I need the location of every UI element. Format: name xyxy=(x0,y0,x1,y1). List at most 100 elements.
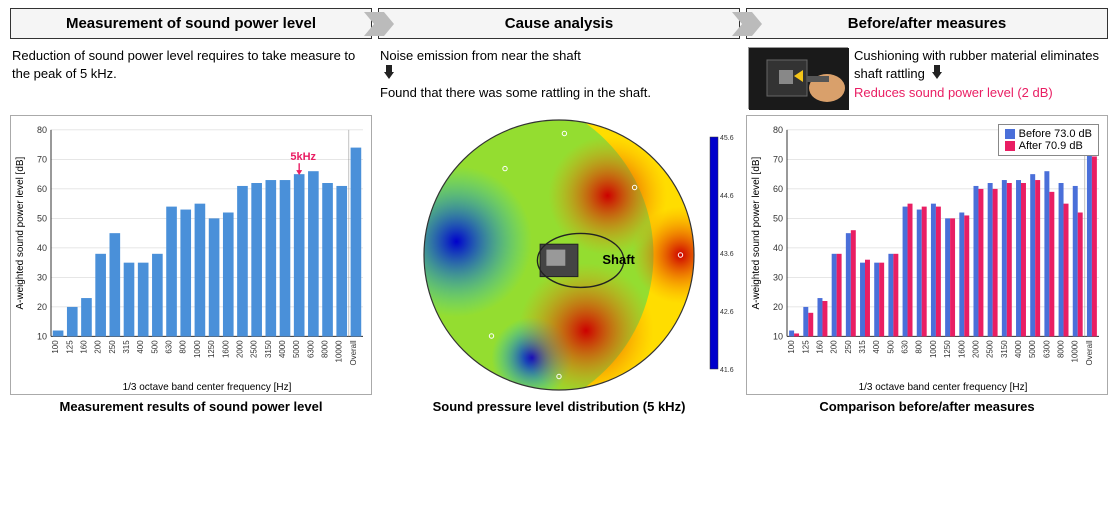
svg-text:500: 500 xyxy=(150,340,159,354)
svg-text:800: 800 xyxy=(915,340,924,354)
heatmap: 41.6 42.6 43.6 44.6 45.6 Shaft xyxy=(378,115,740,395)
svg-text:43.6: 43.6 xyxy=(720,251,734,258)
svg-text:5kHz: 5kHz xyxy=(290,151,316,163)
svg-text:30: 30 xyxy=(37,272,47,282)
svg-text:60: 60 xyxy=(37,184,47,194)
cause-line1: Noise emission from near the shaft xyxy=(380,48,581,63)
ba-line2: Reduces sound power level (2 dB) xyxy=(854,85,1053,100)
caption-measurement: Measurement results of sound power level xyxy=(10,399,372,414)
svg-text:1000: 1000 xyxy=(193,340,202,358)
svg-text:40: 40 xyxy=(37,243,47,253)
svg-text:2000: 2000 xyxy=(971,340,980,358)
svg-text:8000: 8000 xyxy=(321,340,330,358)
columns-container: Measurement of sound power level Reducti… xyxy=(0,0,1118,416)
header-before-after: Before/after measures xyxy=(746,8,1108,39)
cause-line2: Found that there was some rattling in th… xyxy=(380,85,651,100)
svg-text:A-weighted sound power level [: A-weighted sound power level [dB] xyxy=(15,157,26,310)
svg-text:44.6: 44.6 xyxy=(720,193,734,200)
col-before-after: Before/after measures Cushioning with ru… xyxy=(746,8,1108,414)
svg-text:10000: 10000 xyxy=(335,340,344,363)
caption-cause: Sound pressure level distribution (5 kHz… xyxy=(378,399,740,414)
svg-text:50: 50 xyxy=(37,213,47,223)
svg-text:80: 80 xyxy=(773,125,783,135)
svg-text:160: 160 xyxy=(815,340,824,354)
svg-text:6300: 6300 xyxy=(306,340,315,358)
svg-text:160: 160 xyxy=(79,340,88,354)
svg-text:1/3 octave band center frequen: 1/3 octave band center frequency [Hz] xyxy=(123,382,292,393)
caption-before-after: Comparison before/after measures xyxy=(746,399,1108,414)
shaft-label: Shaft xyxy=(602,252,635,267)
svg-text:100: 100 xyxy=(51,340,60,354)
svg-text:42.6: 42.6 xyxy=(720,309,734,316)
svg-text:1000: 1000 xyxy=(929,340,938,358)
arrow-separator-icon xyxy=(732,12,762,36)
svg-text:630: 630 xyxy=(901,340,910,354)
svg-text:630: 630 xyxy=(165,340,174,354)
svg-text:125: 125 xyxy=(801,340,810,354)
ba-line1: Cushioning with rubber material eliminat… xyxy=(854,48,1099,81)
svg-text:2500: 2500 xyxy=(250,340,259,358)
svg-text:70: 70 xyxy=(37,154,47,164)
desc-before-after: Cushioning with rubber material eliminat… xyxy=(746,47,1108,109)
svg-text:50: 50 xyxy=(773,213,783,223)
svg-text:4000: 4000 xyxy=(278,340,287,358)
svg-text:125: 125 xyxy=(65,340,74,354)
svg-text:250: 250 xyxy=(108,340,117,354)
svg-text:20: 20 xyxy=(37,302,47,312)
svg-text:70: 70 xyxy=(773,154,783,164)
header-measurement: Measurement of sound power level xyxy=(10,8,372,39)
down-arrow-icon xyxy=(382,65,396,84)
svg-text:500: 500 xyxy=(886,340,895,354)
svg-text:A-weighted sound power level [: A-weighted sound power level [dB] xyxy=(751,157,762,310)
svg-text:5000: 5000 xyxy=(1028,340,1037,358)
svg-text:100: 100 xyxy=(787,340,796,354)
svg-text:1600: 1600 xyxy=(221,340,230,358)
svg-text:5000: 5000 xyxy=(292,340,301,358)
svg-text:Overall: Overall xyxy=(1085,340,1094,365)
svg-text:3150: 3150 xyxy=(264,340,273,358)
svg-text:8000: 8000 xyxy=(1057,340,1066,358)
svg-text:2500: 2500 xyxy=(986,340,995,358)
svg-text:400: 400 xyxy=(136,340,145,354)
legend-after: After 70.9 dB xyxy=(1005,140,1092,152)
desc-cause: Noise emission from near the shaft Found… xyxy=(378,47,740,109)
svg-text:4000: 4000 xyxy=(1014,340,1023,358)
svg-text:400: 400 xyxy=(872,340,881,354)
legend-after-label: After 70.9 dB xyxy=(1019,140,1083,152)
bar-chart-2: 1020304050607080100125160200250315400500… xyxy=(746,115,1108,395)
svg-text:3150: 3150 xyxy=(1000,340,1009,358)
down-arrow-icon xyxy=(930,65,944,84)
svg-text:800: 800 xyxy=(179,340,188,354)
svg-text:60: 60 xyxy=(773,184,783,194)
header-cause: Cause analysis xyxy=(378,8,740,39)
svg-text:315: 315 xyxy=(122,340,131,354)
bar-chart-1: 10 20 30 40 50 60 70 80 100 125 160 200 250 315 400 500… xyxy=(10,115,372,395)
svg-text:1/3 octave band center frequen: 1/3 octave band center frequency [Hz] xyxy=(859,382,1028,393)
svg-text:2000: 2000 xyxy=(235,340,244,358)
col-measurement: Measurement of sound power level Reducti… xyxy=(10,8,372,414)
svg-text:1250: 1250 xyxy=(207,340,216,358)
svg-text:250: 250 xyxy=(844,340,853,354)
legend-before: Before 73.0 dB xyxy=(1005,128,1092,140)
svg-text:200: 200 xyxy=(94,340,103,354)
desc-measurement: Reduction of sound power level requires … xyxy=(10,47,372,109)
svg-text:30: 30 xyxy=(773,272,783,282)
svg-text:80: 80 xyxy=(37,125,47,135)
legend-before-label: Before 73.0 dB xyxy=(1019,128,1092,140)
col-cause: Cause analysis Noise emission from near … xyxy=(378,8,740,414)
svg-text:45.6: 45.6 xyxy=(720,135,734,142)
svg-text:1250: 1250 xyxy=(943,340,952,358)
svg-text:6300: 6300 xyxy=(1042,340,1051,358)
svg-text:10: 10 xyxy=(773,331,783,341)
svg-text:315: 315 xyxy=(858,340,867,354)
device-photo-thumb xyxy=(748,47,848,109)
svg-text:Overall: Overall xyxy=(349,340,358,365)
svg-text:41.6: 41.6 xyxy=(720,367,734,373)
arrow-separator-icon xyxy=(364,12,394,36)
svg-text:10: 10 xyxy=(37,331,47,341)
svg-text:200: 200 xyxy=(830,340,839,354)
svg-text:10000: 10000 xyxy=(1071,340,1080,363)
svg-text:1600: 1600 xyxy=(957,340,966,358)
legend: Before 73.0 dB After 70.9 dB xyxy=(998,124,1099,156)
svg-text:20: 20 xyxy=(773,302,783,312)
